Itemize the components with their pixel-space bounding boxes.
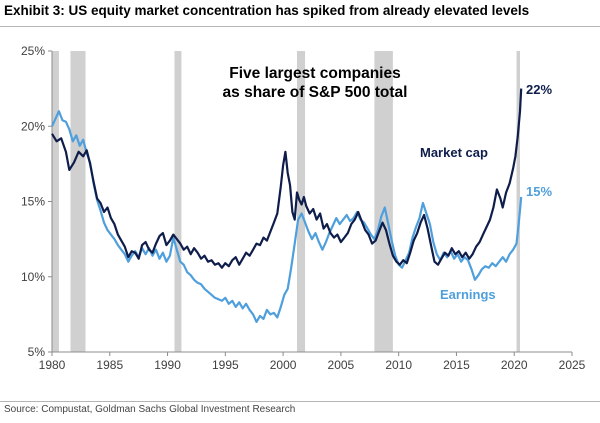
y-tick-label: 10% xyxy=(21,270,45,284)
y-tick-label: 25% xyxy=(21,44,45,58)
x-tick-label: 2015 xyxy=(443,358,470,372)
chart-annotations: Five largest companies as share of S&P 5… xyxy=(223,65,553,302)
recession-band-1 xyxy=(52,51,59,352)
series-label-market-cap: Market cap xyxy=(420,145,488,160)
end-value-label-market-cap: 22% xyxy=(526,82,552,97)
footer-divider xyxy=(0,401,600,402)
x-tick-label: 2025 xyxy=(559,358,586,372)
exhibit-title: Exhibit 3: US equity market concentratio… xyxy=(4,3,530,18)
x-tick-label: 2005 xyxy=(328,358,355,372)
x-tick-label: 2020 xyxy=(501,358,528,372)
chart-axes: 5% 10% 15% 20% 25% 1980 1985 1990 1995 2000 2005 20… xyxy=(21,44,586,372)
source-note: Source: Compustat, Goldman Sachs Global … xyxy=(4,404,296,415)
y-tick-label: 15% xyxy=(21,195,45,209)
x-tick-label: 2000 xyxy=(270,358,297,372)
recession-band-6 xyxy=(516,51,520,352)
chart-title-line-1: Five largest companies xyxy=(229,65,400,82)
series-line-market-cap xyxy=(51,88,523,269)
x-tick-label: 1980 xyxy=(39,358,66,372)
end-value-label-earnings: 15% xyxy=(526,184,552,199)
x-tick-label: 1985 xyxy=(96,358,123,372)
x-tick-label: 1990 xyxy=(154,358,181,372)
recession-band-5 xyxy=(374,51,393,352)
series-label-earnings: Earnings xyxy=(440,287,496,302)
x-tick-label: 2010 xyxy=(385,358,412,372)
recession-band-2 xyxy=(70,51,86,352)
title-divider xyxy=(0,26,600,27)
x-tick-label: 1995 xyxy=(212,358,239,372)
y-tick-label: 5% xyxy=(28,345,46,359)
chart-series xyxy=(51,88,523,323)
y-tick-label: 20% xyxy=(21,119,45,133)
recession-band-3 xyxy=(174,51,182,352)
chart-title-line-2: as share of S&P 500 total xyxy=(223,84,408,101)
